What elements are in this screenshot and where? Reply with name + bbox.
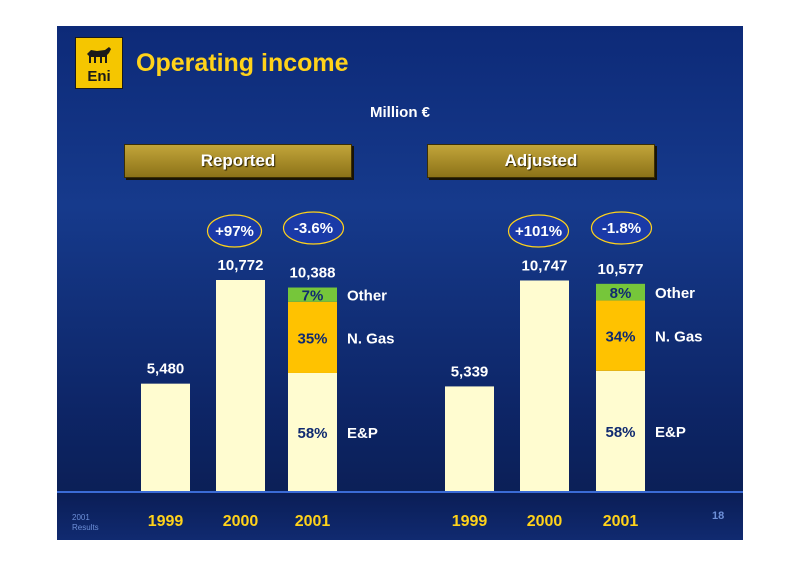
segment-name-label: N. Gas: [347, 330, 395, 347]
growth-label: +101%: [515, 223, 562, 240]
bar-value-label: 10,747: [522, 257, 568, 274]
bar-2000: [520, 280, 569, 491]
page-title: Operating income: [136, 49, 349, 77]
bar-1999: [445, 386, 494, 491]
year-tick-label: 2000: [527, 513, 563, 530]
year-tick-label: 1999: [452, 513, 488, 530]
segment-name-label: N. Gas: [655, 329, 703, 346]
footer-label: 2001 Results: [72, 513, 99, 533]
bar-segment-other: [288, 287, 337, 302]
bar-1999: [141, 383, 190, 491]
slide: Eni Operating income Million € Reported …: [57, 26, 743, 540]
segment-share-label: 35%: [297, 330, 327, 347]
logo-text: Eni: [87, 68, 111, 85]
bar-segment-other: [596, 283, 645, 301]
growth-ellipse: [282, 211, 345, 245]
footer-label-line1: 2001: [72, 513, 90, 522]
page-number: 18: [712, 510, 725, 522]
panel-banner-adjusted: Adjusted: [427, 144, 655, 178]
unit-label: Million €: [370, 104, 430, 121]
growth-ellipse: [206, 214, 263, 248]
segment-share-label: 7%: [302, 288, 324, 305]
segment-name-label: Other: [347, 288, 387, 305]
panel-banner-reported: Reported: [124, 144, 352, 178]
growth-label: +97%: [215, 223, 254, 240]
segment-name-label: E&P: [655, 424, 686, 441]
bar-value-label: 5,339: [451, 363, 489, 380]
bar-2000: [216, 280, 265, 491]
bar-segment-gas: [596, 300, 645, 371]
bar-value-label: 5,480: [147, 361, 185, 378]
year-tick-label: 2001: [295, 513, 331, 530]
six-legged-dog-icon: [87, 47, 111, 63]
bar-segment-ep: [288, 372, 337, 491]
year-tick-label: 2000: [223, 513, 259, 530]
segment-share-label: 34%: [605, 329, 635, 346]
segment-name-label: Other: [655, 285, 695, 302]
growth-label: -1.8%: [602, 220, 641, 237]
bar-segment-ep: [596, 370, 645, 491]
year-tick-label: 2001: [603, 513, 639, 530]
eni-logo: Eni: [75, 37, 123, 89]
segment-share-label: 58%: [297, 425, 327, 442]
growth-label: -3.6%: [294, 220, 333, 237]
segment-share-label: 58%: [605, 424, 635, 441]
bar-value-label: 10,388: [290, 265, 336, 282]
footer-divider: [57, 491, 743, 493]
bar-segment-gas: [288, 301, 337, 373]
year-tick-label: 1999: [148, 513, 184, 530]
growth-ellipse: [590, 211, 653, 245]
bar-value-label: 10,772: [218, 257, 264, 274]
footer-bar: [57, 491, 743, 540]
bar-value-label: 10,577: [598, 261, 644, 278]
footer-label-line2: Results: [72, 523, 99, 532]
segment-name-label: E&P: [347, 425, 378, 442]
segment-share-label: 8%: [610, 285, 632, 302]
operating-income-chart: 5,480 1999 10,772 2000 58% E&P 35% N. Gas 7% Othe…: [141, 211, 703, 530]
growth-ellipse: [507, 214, 570, 248]
